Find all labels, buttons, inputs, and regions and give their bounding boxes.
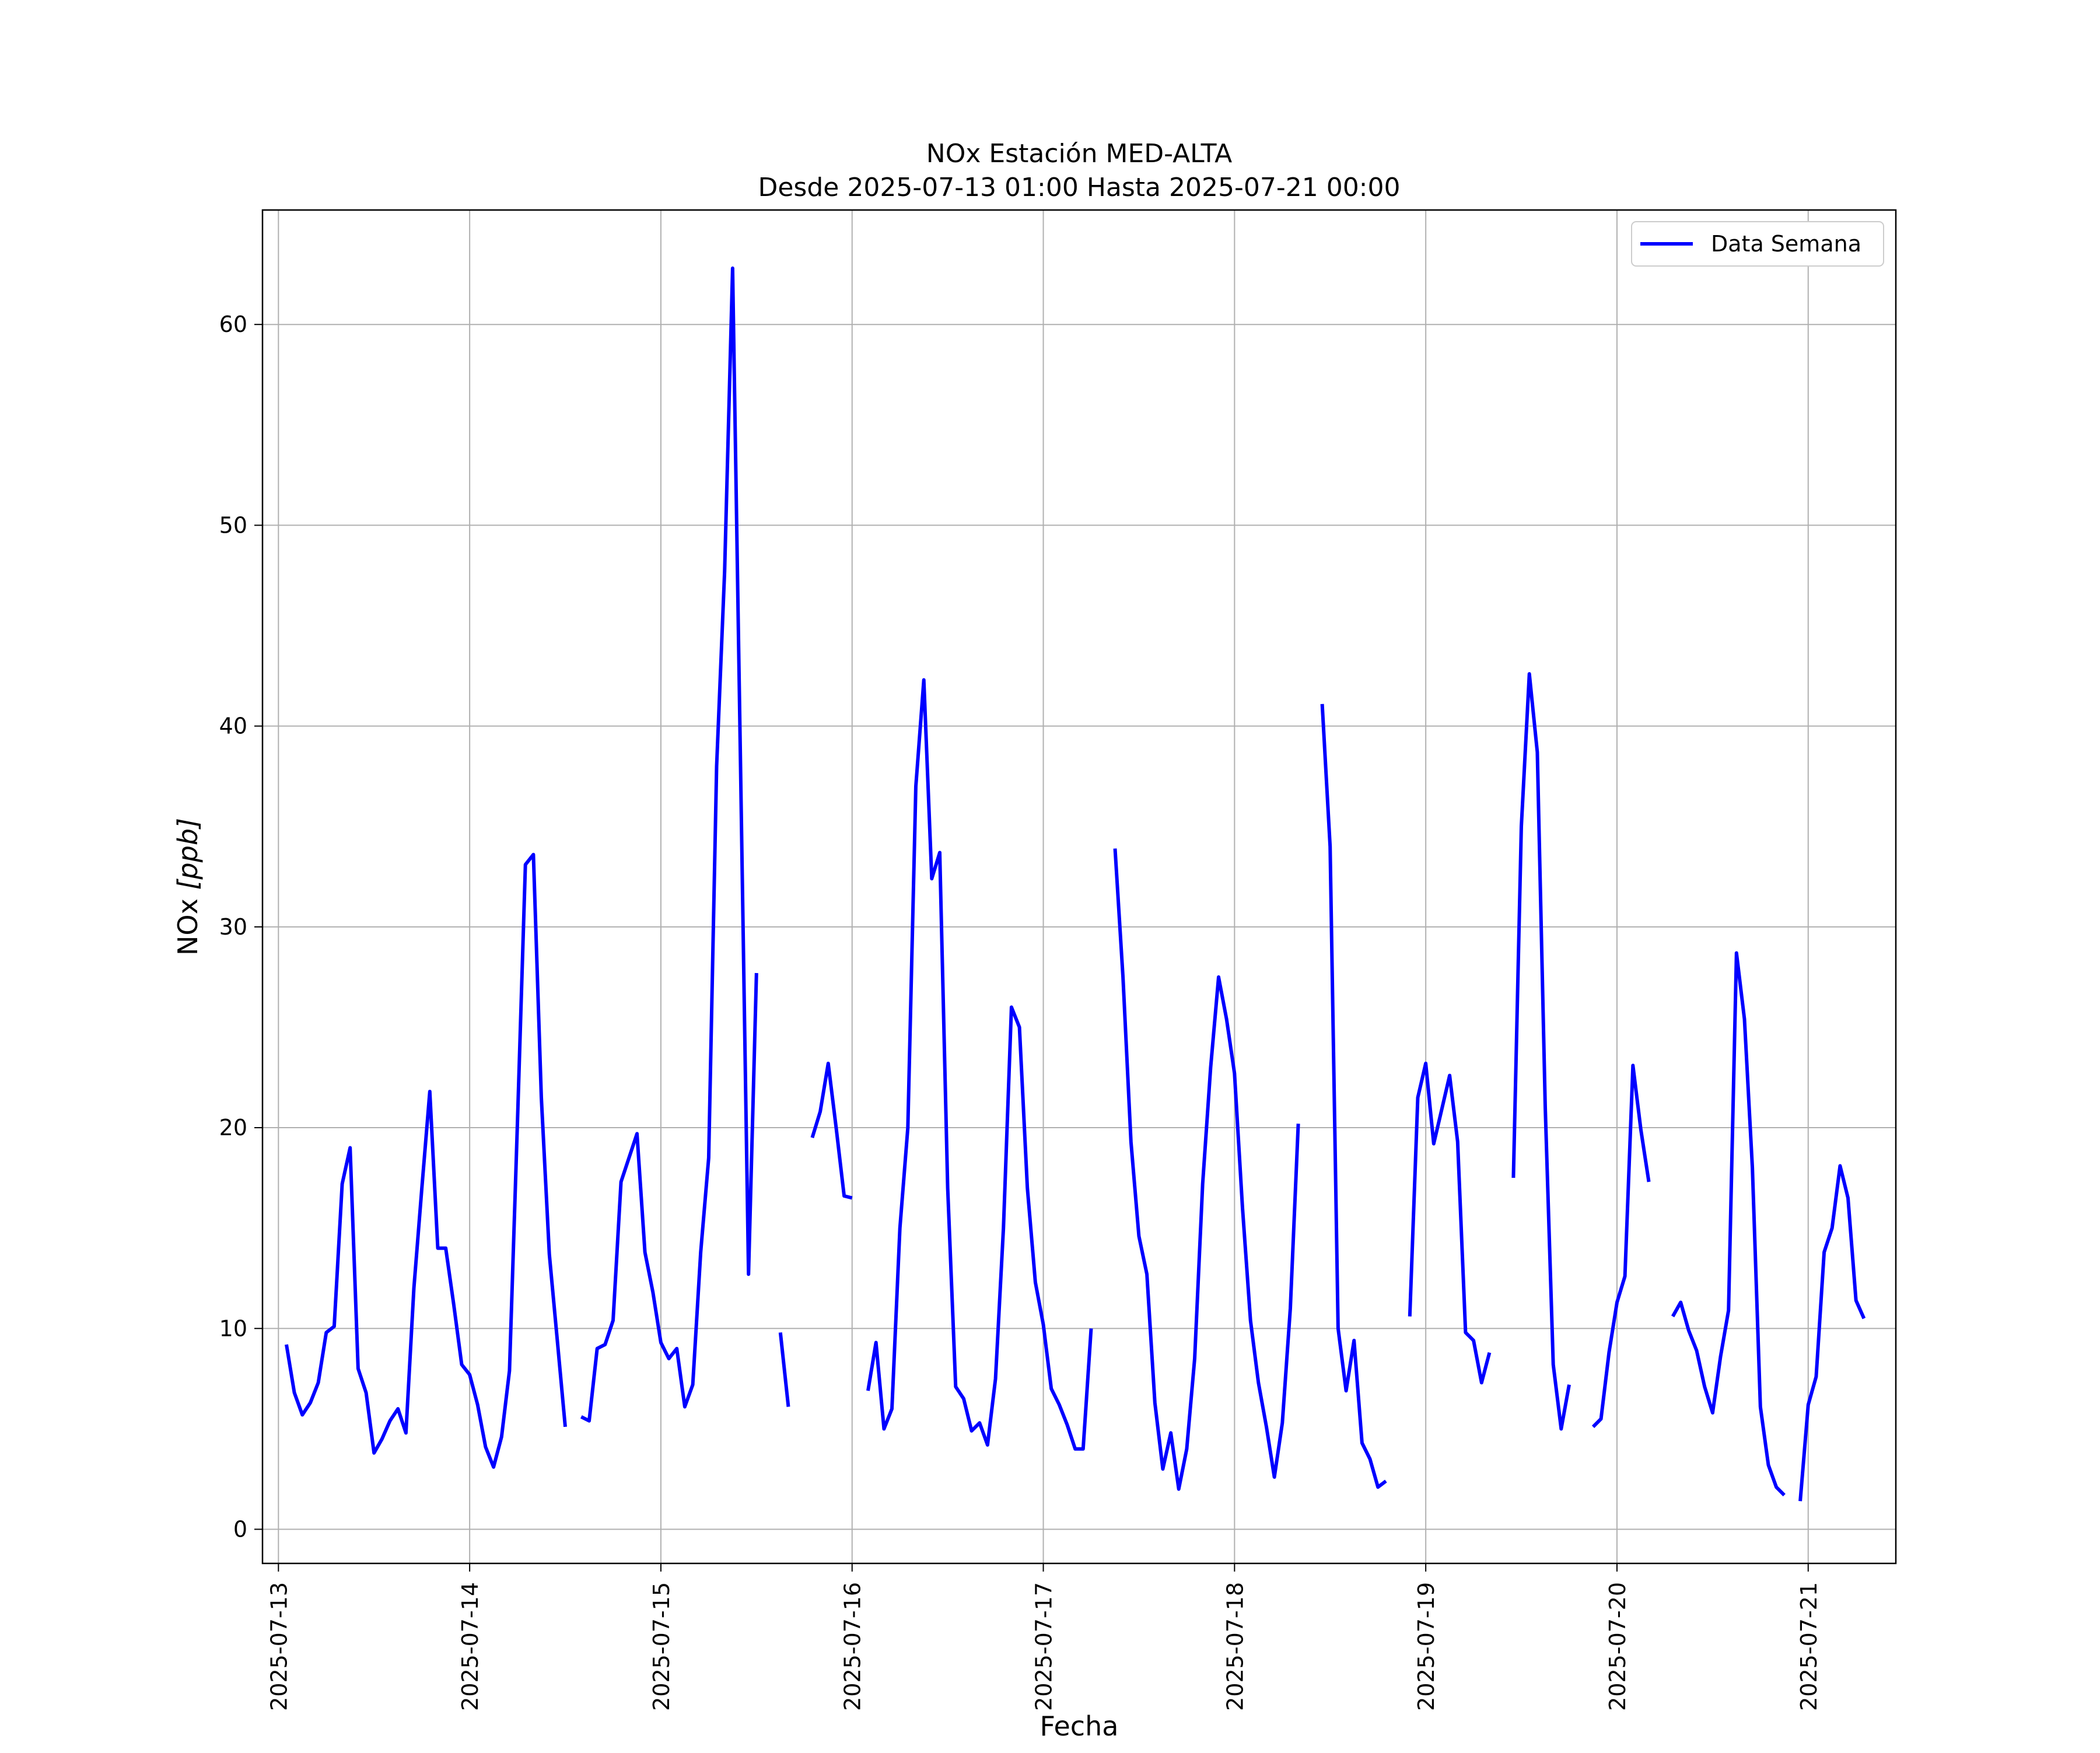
x-tick-label: 2025-07-15 — [649, 1582, 674, 1711]
series-line-segment — [1798, 1164, 1866, 1502]
y-tick-label: 50 — [219, 512, 247, 538]
legend: Data Semana — [1631, 221, 1884, 267]
x-axis-label: Fecha — [1040, 1710, 1119, 1742]
y-axis-label-unit: [ppb] — [172, 818, 204, 890]
x-axis-ticks: 2025-07-13 2025-07-14 2025-07-15 2025-07-16… — [266, 1563, 1822, 1711]
plot-area-frame — [261, 209, 1897, 1565]
chart-title: NOx Estación MED-ALTA — [926, 139, 1232, 169]
series-line-segment — [1511, 672, 1571, 1431]
y-tick-label: 30 — [219, 914, 247, 940]
y-axis-label: NOx [ppb] — [172, 818, 204, 956]
grid-lines — [262, 210, 1896, 1563]
x-tick-label: 2025-07-19 — [1413, 1582, 1439, 1711]
series-line-segment — [1113, 848, 1300, 1491]
y-tick-label: 10 — [219, 1315, 247, 1341]
y-tick-label: 40 — [219, 713, 247, 739]
x-tick-label: 2025-07-21 — [1796, 1582, 1822, 1711]
y-axis-label-prefix: NOx — [172, 890, 204, 956]
legend-box — [1631, 221, 1884, 267]
x-tick-label: 2025-07-17 — [1031, 1582, 1057, 1711]
chart-subtitle: Desde 2025-07-13 01:00 Hasta 2025-07-21 … — [758, 173, 1400, 202]
series-line-segment — [810, 1061, 853, 1200]
y-tick-label: 0 — [233, 1516, 247, 1542]
y-axis-ticks: 0 10 20 30 40 50 60 — [219, 312, 262, 1542]
series-line-segment — [1320, 704, 1387, 1489]
series-line-segment — [1671, 951, 1786, 1497]
series-line-segment — [285, 852, 567, 1469]
x-tick-label: 2025-07-14 — [457, 1582, 483, 1711]
series-lines — [285, 266, 1866, 1502]
y-tick-label: 20 — [219, 1115, 247, 1140]
legend-label: Data Semana — [1711, 231, 1861, 257]
series-line-segment — [1591, 1063, 1651, 1429]
x-tick-label: 2025-07-18 — [1222, 1582, 1248, 1711]
series-line-segment — [580, 266, 758, 1423]
y-tick-label: 60 — [219, 312, 247, 337]
series-line-segment — [1408, 1061, 1492, 1385]
series-line-segment — [778, 1332, 790, 1407]
x-tick-label: 2025-07-13 — [266, 1582, 292, 1711]
x-tick-label: 2025-07-20 — [1605, 1582, 1630, 1711]
series-line-segment — [866, 678, 1093, 1451]
x-tick-label: 2025-07-16 — [840, 1582, 866, 1711]
